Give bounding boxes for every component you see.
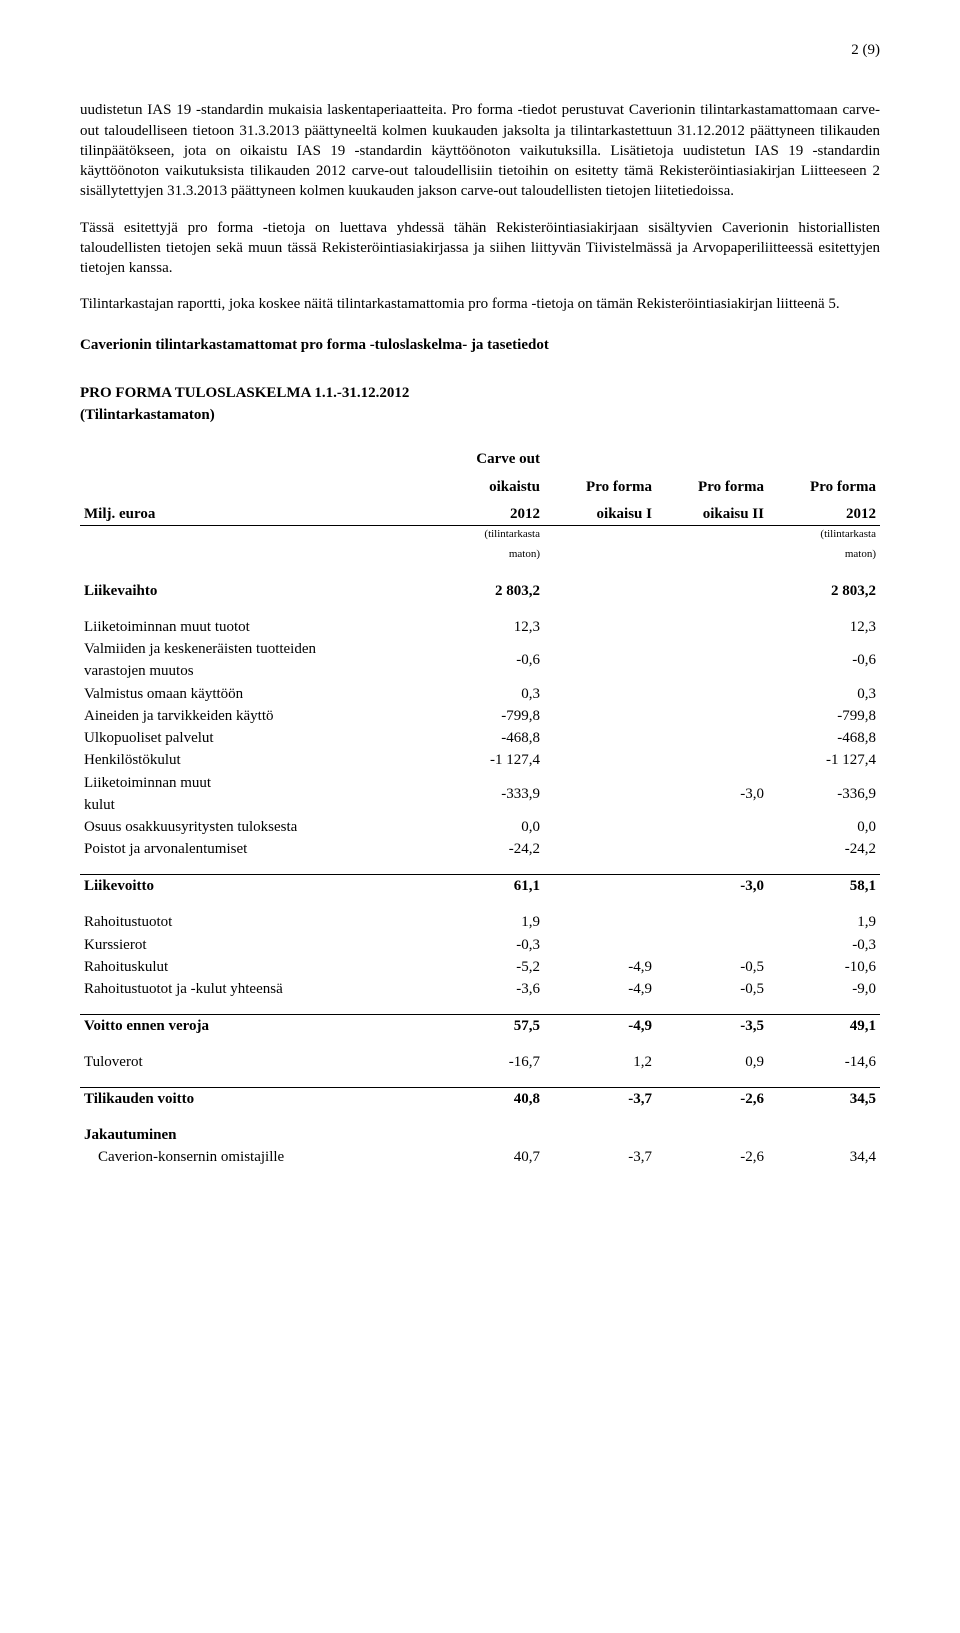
- table-row: Ulkopuoliset palvelut -468,8 -468,8: [80, 727, 880, 749]
- table-row: Valmiiden ja keskeneräisten tuotteiden -…: [80, 638, 880, 660]
- paragraph-1: uudistetun IAS 19 -standardin mukaisia l…: [80, 100, 880, 201]
- units-4b: maton): [768, 546, 880, 566]
- table-row: Caverion-konsernin omistajille 40,7 -3,7…: [80, 1146, 880, 1168]
- table-row: Valmistus omaan käyttöön 0,3 0,3: [80, 683, 880, 705]
- paragraph-3: Tilintarkastajan raportti, joka koskee n…: [80, 294, 880, 314]
- table-title: PRO FORMA TULOSLASKELMA 1.1.-31.12.2012: [80, 383, 880, 403]
- table-row: Liiketoiminnan muut tuotot 12,3 12,3: [80, 616, 880, 638]
- col-header-label-text: Milj. euroa: [80, 498, 432, 526]
- row-tuloverot: Tuloverot -16,7 1,2 0,9 -14,6: [80, 1051, 880, 1073]
- col-header-3b: oikaisu II: [656, 498, 768, 526]
- units-1b: maton): [432, 546, 544, 566]
- pro-forma-table: Carve out oikaistu Pro forma Pro forma P…: [80, 443, 880, 1168]
- col-header-2b: oikaisu I: [544, 498, 656, 526]
- section-heading: Caverionin tilintarkastamattomat pro for…: [80, 335, 880, 355]
- units-1a: (tilintarkasta: [432, 526, 544, 546]
- table-row: Poistot ja arvonalentumiset -24,2 -24,2: [80, 838, 880, 860]
- col-header-4b: 2012: [768, 498, 880, 526]
- col-header-1c: 2012: [432, 498, 544, 526]
- row-liikevaihto: Liikevaihto 2 803,2 2 803,2: [80, 580, 880, 602]
- row-voitto-ennen-veroja: Voitto ennen veroja 57,5 -4,9 -3,5 49,1: [80, 1014, 880, 1037]
- col-header-1b: oikaistu: [432, 471, 544, 498]
- table-row: Osuus osakkuusyritysten tuloksesta 0,0 0…: [80, 816, 880, 838]
- row-liikevoitto: Liikevoitto 61,1 -3,0 58,1: [80, 875, 880, 898]
- row-tilikauden-voitto: Tilikauden voitto 40,8 -3,7 -2,6 34,5: [80, 1087, 880, 1110]
- paragraph-2: Tässä esitettyjä pro forma -tietoja on l…: [80, 218, 880, 279]
- col-header-1a: Carve out: [432, 443, 544, 470]
- row-jakautuminen: Jakautuminen: [80, 1124, 880, 1146]
- table-row: Liiketoiminnan muut -333,9 -3,0 -336,9: [80, 772, 880, 794]
- table-row: Kurssierot -0,3 -0,3: [80, 934, 880, 956]
- table-row: Rahoituskulut -5,2 -4,9 -0,5 -10,6: [80, 956, 880, 978]
- col-header-label: [80, 443, 432, 470]
- table-row: Aineiden ja tarvikkeiden käyttö -799,8 -…: [80, 705, 880, 727]
- col-header-2a: Pro forma: [544, 471, 656, 498]
- table-row: Rahoitustuotot ja -kulut yhteensä -3,6 -…: [80, 978, 880, 1000]
- col-header-3a: Pro forma: [656, 471, 768, 498]
- page-number: 2 (9): [80, 40, 880, 60]
- table-subtitle: (Tilintarkastamaton): [80, 405, 880, 425]
- col-header-4a: Pro forma: [768, 471, 880, 498]
- table-row: Rahoitustuotot 1,9 1,9: [80, 911, 880, 933]
- table-row: Henkilöstökulut -1 127,4 -1 127,4: [80, 749, 880, 771]
- units-4a: (tilintarkasta: [768, 526, 880, 546]
